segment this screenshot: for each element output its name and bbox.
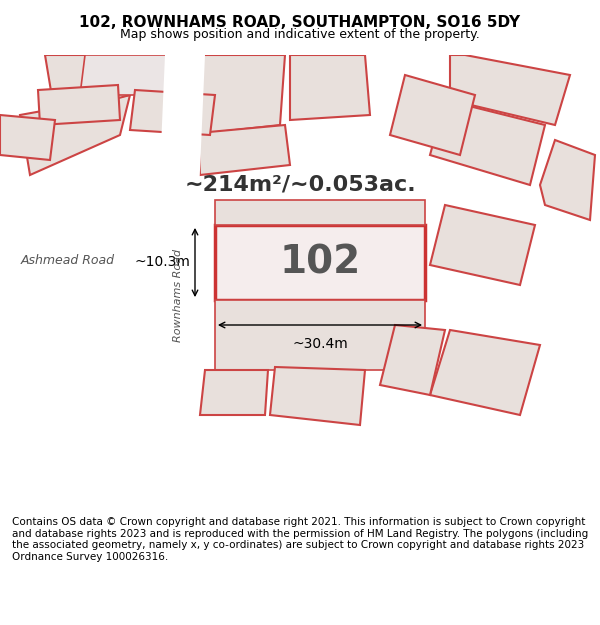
Text: Contains OS data © Crown copyright and database right 2021. This information is : Contains OS data © Crown copyright and d… — [12, 518, 588, 562]
Polygon shape — [430, 100, 545, 185]
Text: ~30.4m: ~30.4m — [292, 337, 348, 351]
Polygon shape — [130, 90, 215, 135]
Polygon shape — [215, 300, 425, 370]
Text: 102: 102 — [280, 244, 361, 281]
Polygon shape — [38, 85, 120, 125]
Polygon shape — [45, 55, 135, 115]
Polygon shape — [198, 125, 290, 175]
Polygon shape — [215, 200, 425, 225]
Polygon shape — [380, 325, 445, 395]
Text: Ashmead Road: Ashmead Road — [21, 254, 115, 266]
Polygon shape — [20, 95, 130, 175]
Polygon shape — [450, 55, 570, 125]
Polygon shape — [290, 55, 370, 120]
Polygon shape — [0, 215, 160, 315]
Polygon shape — [430, 330, 540, 415]
Text: 102, ROWNHAMS ROAD, SOUTHAMPTON, SO16 5DY: 102, ROWNHAMS ROAD, SOUTHAMPTON, SO16 5D… — [79, 16, 521, 31]
Polygon shape — [215, 225, 425, 300]
Polygon shape — [0, 115, 55, 160]
Polygon shape — [190, 55, 285, 135]
Text: Map shows position and indicative extent of the property.: Map shows position and indicative extent… — [120, 28, 480, 41]
Text: ~214m²/~0.053ac.: ~214m²/~0.053ac. — [184, 175, 416, 195]
Polygon shape — [80, 55, 175, 95]
Polygon shape — [430, 205, 535, 285]
Text: Rownhams Road: Rownhams Road — [173, 248, 183, 341]
Polygon shape — [540, 140, 595, 220]
Polygon shape — [145, 55, 205, 515]
Polygon shape — [200, 370, 268, 415]
Polygon shape — [270, 367, 365, 425]
Polygon shape — [390, 75, 475, 155]
Text: ~10.3m: ~10.3m — [134, 256, 190, 269]
